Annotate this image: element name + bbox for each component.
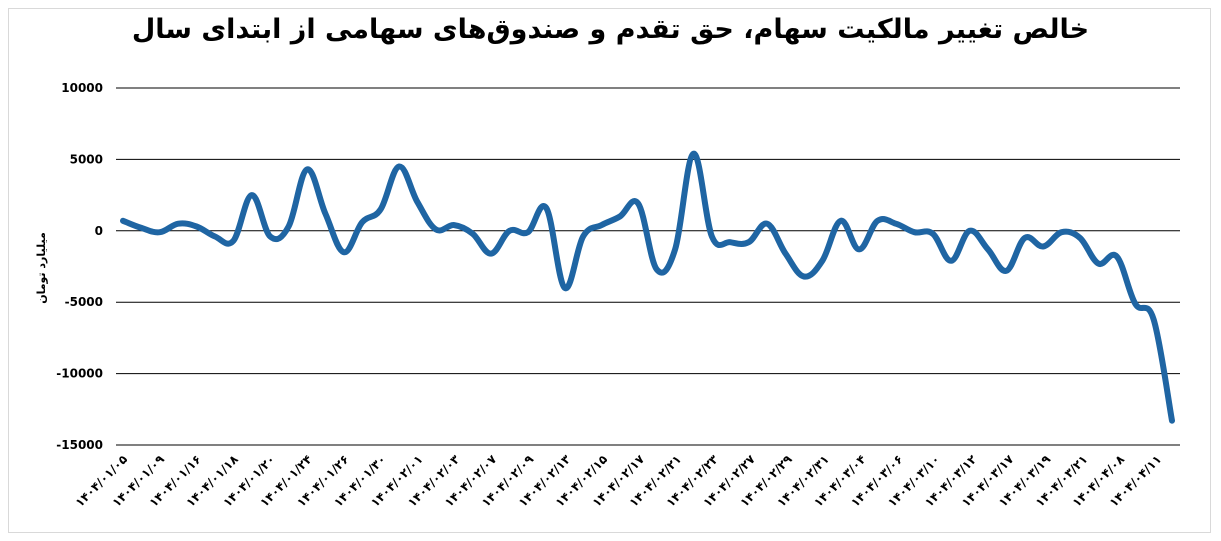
y-tick-label: -15000 xyxy=(56,438,103,452)
series-layer xyxy=(120,150,1175,424)
y-tick-label: 10000 xyxy=(61,81,103,95)
y-tick-label: -5000 xyxy=(65,295,103,309)
x-axis-ticks: ۱۴۰۴/۰۱/۰۵۱۴۰۴/۰۱/۰۹۱۴۰۴/۰۱/۱۶۱۴۰۴/۰۱/۱۸… xyxy=(73,452,1165,510)
chart-title: خالص تغییر مالکیت سهام، حق تقدم و صندوق‌… xyxy=(131,14,1090,45)
gridlines xyxy=(116,87,1180,446)
series-line xyxy=(120,150,1175,424)
y-axis-ticks: 10000 5000 0 -5000 -10000 -15000 xyxy=(56,81,103,452)
y-tick-label: 0 xyxy=(95,224,103,238)
y-tick-label: 5000 xyxy=(70,152,103,166)
y-tick-label: -10000 xyxy=(56,367,103,381)
